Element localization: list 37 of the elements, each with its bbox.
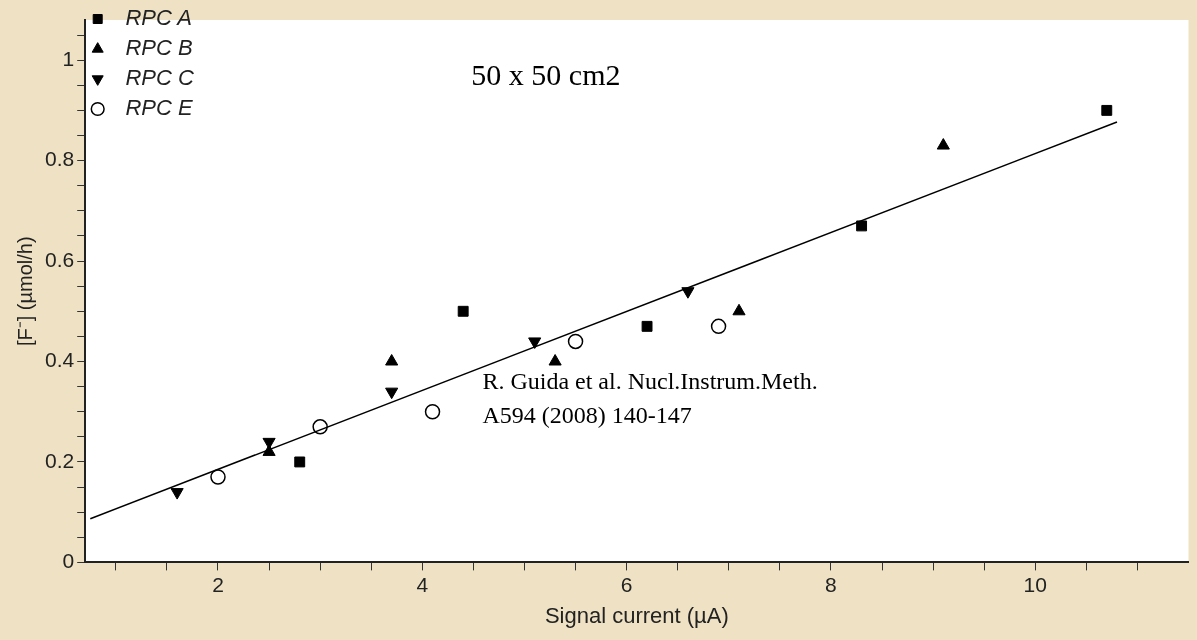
- point: [528, 337, 542, 349]
- point: [548, 354, 562, 366]
- y-tick-label: 0.4: [44, 348, 75, 372]
- point: [170, 488, 184, 500]
- point: [641, 320, 653, 332]
- x-axis-title: Signal current (µA): [544, 602, 729, 628]
- point: [385, 354, 399, 366]
- point: [210, 469, 226, 485]
- legend-label: RPC B: [113, 35, 193, 61]
- y-tick-label: 0.2: [44, 448, 75, 472]
- legend-label: RPC C: [113, 65, 194, 91]
- legend-label: RPC A: [113, 5, 192, 31]
- y-tick-label: 0: [62, 549, 75, 573]
- point: [457, 305, 469, 317]
- y-tick-label: 0.8: [44, 147, 75, 171]
- x-tick-label: 10: [1023, 572, 1047, 596]
- point: [681, 287, 695, 299]
- annotation: 50 x 50 cm2: [471, 58, 621, 92]
- point: [385, 387, 399, 400]
- point: [732, 303, 746, 316]
- x-tick-label: 2: [212, 572, 224, 596]
- annotation: R. Guida et al. Nucl.Instrum.Meth. A594 (2008) 140-147: [482, 367, 818, 428]
- point: [312, 419, 328, 435]
- y-tick-label: 1: [62, 46, 75, 70]
- point: [294, 456, 306, 468]
- point: [936, 138, 950, 150]
- point: [567, 333, 584, 350]
- y-tick-label: 0.6: [44, 247, 75, 271]
- x-tick-label: 8: [825, 572, 837, 596]
- point: [710, 318, 727, 335]
- y-axis-title: [F⁻] (µmol/h): [13, 236, 36, 347]
- point: [856, 220, 868, 232]
- legend-label: RPC E: [113, 95, 193, 121]
- point: [1101, 104, 1113, 116]
- x-tick-label: 4: [416, 572, 429, 596]
- point: [424, 403, 441, 420]
- x-tick-label: 6: [620, 572, 633, 596]
